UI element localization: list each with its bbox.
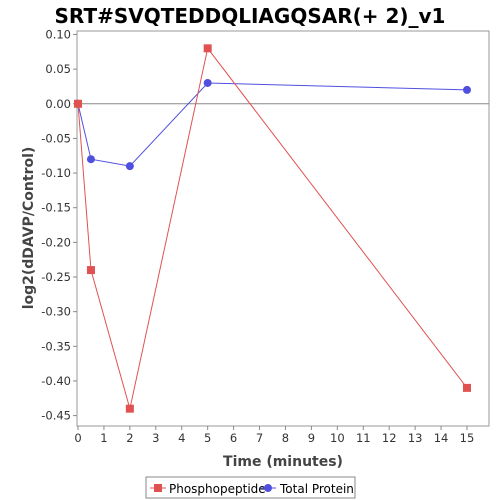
y-tick-label: -0.35 — [41, 339, 71, 353]
y-tick-label: -0.10 — [41, 166, 71, 180]
x-tick-label: 6 — [230, 431, 237, 445]
data-point-total-protein — [463, 85, 471, 94]
x-tick-label: 13 — [408, 431, 423, 445]
y-tick-label: -0.30 — [41, 305, 71, 319]
data-point-phosphopeptide — [74, 99, 82, 108]
x-tick-label: 8 — [282, 431, 289, 445]
data-point-total-protein — [125, 162, 134, 171]
x-tick-label: 14 — [434, 431, 449, 445]
legend: Phosphopeptide Total Protein — [145, 476, 356, 499]
x-tick-label: 7 — [256, 431, 263, 445]
y-tick-label: -0.45 — [41, 409, 71, 423]
data-point-phosphopeptide — [463, 383, 471, 392]
x-tick-label: 15 — [460, 431, 475, 445]
plot-area — [76, 30, 490, 427]
y-tick-label: -0.05 — [41, 131, 71, 145]
x-tick-label: 3 — [152, 431, 159, 445]
y-tick-label: 0.00 — [45, 97, 71, 111]
x-tick-label: 5 — [204, 431, 211, 445]
x-tick-label: 2 — [126, 431, 133, 445]
x-tick-label: 12 — [382, 431, 397, 445]
x-tick-label: 4 — [178, 431, 185, 445]
y-tick-label: -0.15 — [41, 201, 71, 215]
y-tick-label: 0.05 — [45, 62, 71, 76]
x-tick-label: 0 — [74, 431, 81, 445]
legend-marker-phospho — [154, 484, 162, 492]
legend-label-total: Total Protein — [279, 482, 354, 496]
x-tick-label: 1 — [100, 431, 107, 445]
series-layer — [74, 44, 471, 413]
x-tick-label: 9 — [308, 431, 315, 445]
x-axis: 0 1 2 3 4 5 6 7 8 9 10 11 12 13 14 15 — [74, 426, 474, 445]
data-point-phosphopeptide — [86, 266, 95, 275]
legend-marker-total — [264, 484, 272, 492]
x-axis-label: Time (minutes) — [223, 454, 343, 470]
legend-box — [145, 476, 356, 499]
data-point-phosphopeptide — [203, 44, 212, 53]
y-axis-label: log2(dDAVP/Control) — [21, 147, 37, 310]
data-point-total-protein — [86, 155, 95, 164]
y-tick-label: -0.20 — [41, 235, 71, 249]
y-tick-label: -0.25 — [41, 270, 71, 284]
chart-title: SRT#SVQTEDDQLIAGQSAR(+ 2)_v1 — [55, 4, 446, 28]
x-tick-label: 11 — [356, 431, 371, 445]
data-point-total-protein — [203, 78, 212, 87]
data-point-phosphopeptide — [125, 404, 134, 413]
legend-label-phospho: Phosphopeptide — [169, 482, 266, 496]
y-tick-label: 0.10 — [45, 27, 71, 41]
x-tick-label: 10 — [330, 431, 345, 445]
y-axis: 0.10 0.05 0.00 -0.05 -0.10 -0.15 -0.20 -0.25 -0.… — [41, 27, 77, 423]
y-tick-label: -0.40 — [41, 374, 71, 388]
